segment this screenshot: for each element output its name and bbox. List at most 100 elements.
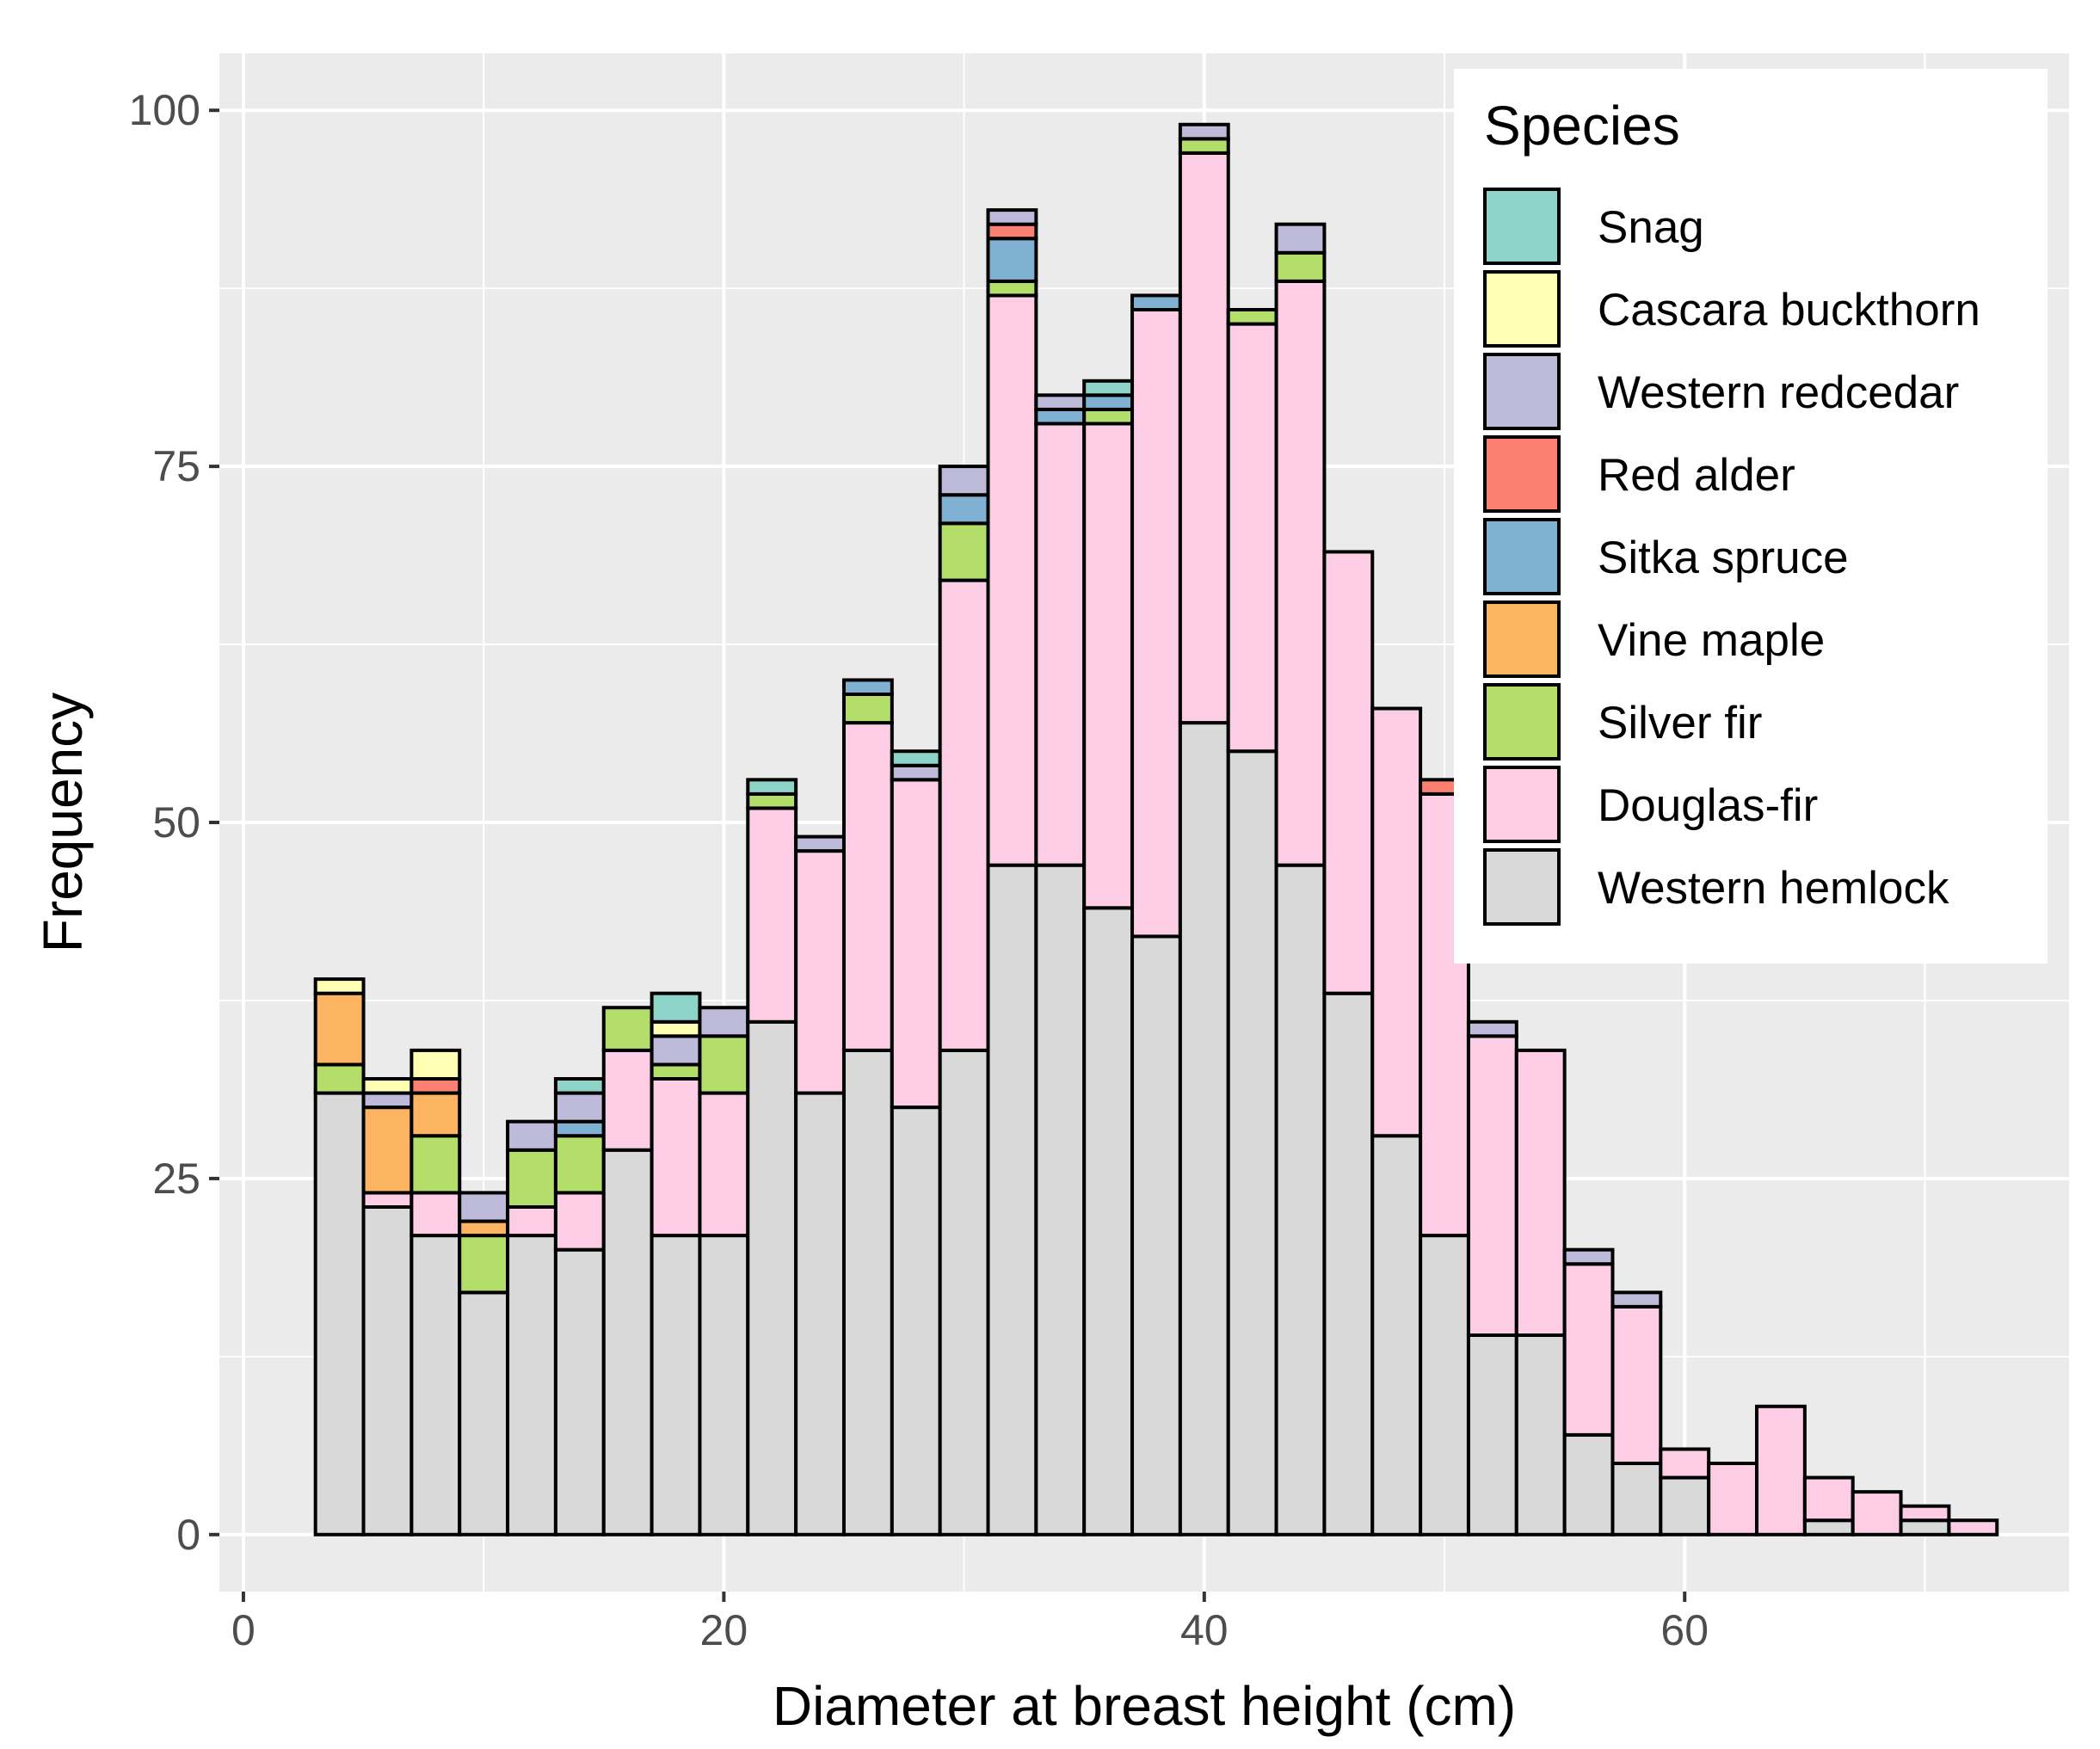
bar-segment bbox=[1034, 422, 1087, 867]
bar-segment bbox=[1466, 1019, 1518, 1038]
bar-segment bbox=[938, 521, 990, 582]
x-tick-label: 0 bbox=[231, 1606, 256, 1654]
bar-segment bbox=[1947, 1518, 1999, 1537]
legend-label: Silver fir bbox=[1598, 698, 1762, 748]
bar-segment bbox=[746, 806, 798, 1024]
bar-segment bbox=[410, 1077, 462, 1095]
bar-segment bbox=[458, 1219, 510, 1238]
bar-segment bbox=[458, 1290, 510, 1537]
legend-label: Western hemlock bbox=[1598, 863, 1949, 914]
y-tick-label: 0 bbox=[176, 1511, 200, 1559]
bar-segment bbox=[313, 1062, 366, 1095]
bar-segment bbox=[794, 1091, 846, 1537]
legend-item: Vine maple bbox=[1483, 600, 1825, 678]
legend-key-swatch bbox=[1483, 683, 1561, 761]
legend-key-swatch bbox=[1483, 766, 1561, 843]
legend-item: Silver fir bbox=[1483, 683, 1762, 761]
legend-label: Sitka spruce bbox=[1598, 533, 1849, 583]
bar-segment bbox=[1130, 308, 1182, 939]
bar-segment bbox=[938, 493, 990, 526]
bar-segment bbox=[410, 1048, 462, 1081]
bar-segment bbox=[1034, 863, 1087, 1537]
bar-segment bbox=[1419, 791, 1470, 1238]
bar-segment bbox=[746, 791, 798, 810]
bar-segment bbox=[650, 1019, 702, 1038]
legend-item: Douglas-fir bbox=[1483, 766, 1818, 843]
bar-segment bbox=[506, 1234, 557, 1537]
bar-segment bbox=[361, 1191, 414, 1210]
bar-segment bbox=[1178, 721, 1230, 1537]
bar-segment bbox=[1851, 1490, 1903, 1537]
bar-segment bbox=[841, 1048, 894, 1537]
legend-title: Species bbox=[1484, 95, 1680, 157]
bar-segment bbox=[698, 1091, 750, 1238]
bar-segment bbox=[1610, 1462, 1663, 1537]
bar-segment bbox=[890, 763, 942, 782]
bar-segment bbox=[410, 1091, 462, 1138]
bar-segment bbox=[1802, 1518, 1855, 1537]
bar-segment bbox=[1082, 379, 1135, 397]
bar-segment bbox=[1659, 1475, 1711, 1537]
bar-segment bbox=[1514, 1048, 1567, 1338]
bar-segment bbox=[553, 1119, 606, 1138]
bar-segment bbox=[1610, 1304, 1663, 1466]
y-tick-label: 50 bbox=[152, 798, 200, 847]
bar-segment bbox=[1082, 906, 1135, 1537]
bar-segment bbox=[1178, 122, 1230, 141]
legend-item: Western hemlock bbox=[1483, 848, 1949, 926]
bar-segment bbox=[1899, 1518, 1951, 1537]
bar-segment bbox=[841, 693, 894, 725]
bar-segment bbox=[361, 1091, 414, 1110]
bar-segment bbox=[1034, 393, 1087, 411]
bar-segment bbox=[841, 678, 894, 697]
x-axis-title: Diameter at breast height (cm) bbox=[773, 1675, 1516, 1737]
bar-segment bbox=[890, 778, 942, 1110]
bar-segment bbox=[1322, 991, 1375, 1537]
bar-segment bbox=[650, 991, 702, 1024]
legend-key-swatch bbox=[1483, 188, 1561, 265]
y-tick-label: 75 bbox=[152, 442, 200, 490]
bar-segment bbox=[313, 1091, 366, 1537]
axes: 0 25 50 75 100 0 20 40 60 bbox=[129, 86, 1709, 1654]
bar-segment bbox=[1130, 934, 1182, 1537]
legend-label: Cascara buckthorn bbox=[1598, 285, 1980, 336]
bar-segment bbox=[650, 1234, 702, 1537]
x-tick-label: 40 bbox=[1180, 1606, 1229, 1654]
bar-segment bbox=[986, 237, 1038, 283]
bar-segment bbox=[890, 749, 942, 767]
x-tick-label: 60 bbox=[1660, 1606, 1709, 1654]
bar-segment bbox=[361, 1077, 414, 1095]
legend-items: Snag Cascara buckthorn Western redcedar Red… bbox=[1483, 188, 1980, 926]
bar-segment bbox=[553, 1191, 606, 1252]
bar-segment bbox=[1130, 293, 1182, 312]
legend-label: Red alder bbox=[1598, 450, 1795, 501]
bar-segment bbox=[1755, 1404, 1807, 1537]
bar-segment bbox=[1274, 250, 1327, 283]
bar-segment bbox=[938, 1048, 990, 1537]
bar-segment bbox=[1082, 422, 1135, 910]
bars bbox=[313, 122, 1999, 1537]
bar-segment bbox=[361, 1105, 414, 1195]
bar-segment bbox=[1562, 1262, 1615, 1437]
bar-segment bbox=[698, 1034, 750, 1095]
bar-segment bbox=[986, 293, 1038, 867]
bar-segment bbox=[410, 1234, 462, 1537]
bar-segment bbox=[746, 778, 798, 796]
bar-segment bbox=[794, 834, 846, 853]
bar-segment bbox=[938, 578, 990, 1052]
bar-segment bbox=[553, 1134, 606, 1195]
bar-segment bbox=[601, 1048, 654, 1152]
bar-segment bbox=[361, 1205, 414, 1537]
legend-label: Douglas-fir bbox=[1598, 780, 1818, 831]
legend-item: Cascara buckthorn bbox=[1483, 270, 1980, 348]
legend-key-swatch bbox=[1483, 848, 1561, 926]
bar-segment bbox=[794, 849, 846, 1095]
bar-segment bbox=[1370, 1134, 1423, 1537]
bar-segment bbox=[458, 1234, 510, 1295]
bar-segment bbox=[1082, 407, 1135, 426]
bar-segment bbox=[1226, 322, 1278, 754]
bar-segment bbox=[601, 1148, 654, 1537]
legend-label: Vine maple bbox=[1598, 615, 1825, 666]
bar-segment bbox=[1178, 151, 1230, 725]
bar-segment bbox=[1562, 1247, 1615, 1266]
